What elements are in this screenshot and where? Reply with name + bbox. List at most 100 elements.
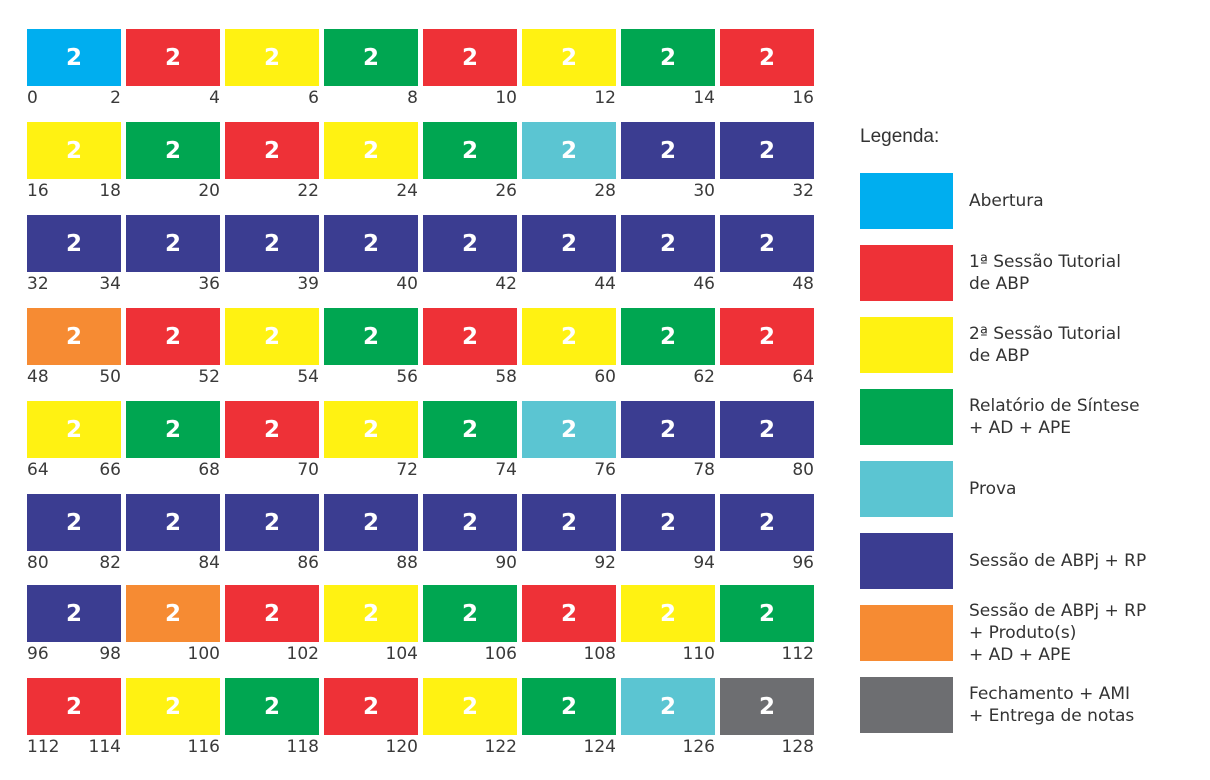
hour-tick: 102 [286, 644, 319, 664]
session-block-relatorio: 2 [423, 401, 517, 458]
session-block-st1: 2 [423, 308, 517, 365]
legend-label: 2ª Sessão Tutorial de ABP [969, 324, 1121, 366]
session-block-abertura: 2 [27, 29, 121, 86]
session-block-abpj: 2 [225, 494, 319, 551]
session-block-st1: 2 [27, 678, 121, 735]
hour-tick: 18 [99, 181, 121, 201]
hour-tick: 34 [99, 274, 121, 294]
session-block-st2: 2 [522, 29, 616, 86]
hour-tick: 118 [286, 737, 319, 757]
hour-tick: 2 [110, 88, 121, 108]
schedule-row: 2 2 2 2 2 2 2 2 16 18 20 22 24 26 28 30 32 [0, 122, 830, 202]
hour-tick-start: 32 [27, 274, 49, 294]
hour-tick: 72 [396, 460, 418, 480]
hour-tick: 48 [792, 274, 814, 294]
session-block-relatorio: 2 [423, 585, 517, 642]
legend-item-prova: Prova [860, 461, 1210, 517]
session-block-abpj: 2 [720, 401, 814, 458]
hour-tick: 80 [792, 460, 814, 480]
session-block-st1: 2 [324, 678, 418, 735]
session-block-abpj: 2 [621, 215, 715, 272]
hour-tick: 22 [297, 181, 319, 201]
hour-tick: 12 [594, 88, 616, 108]
hour-tick-start: 96 [27, 644, 49, 664]
hour-tick: 36 [198, 274, 220, 294]
hour-tick: 88 [396, 553, 418, 573]
session-block-relatorio: 2 [423, 122, 517, 179]
hour-tick-start: 48 [27, 367, 49, 387]
hour-tick: 20 [198, 181, 220, 201]
session-block-abpj: 2 [621, 401, 715, 458]
legend-label: Prova [969, 479, 1017, 499]
session-block-abpj: 2 [621, 494, 715, 551]
session-block-abpj-prod: 2 [126, 585, 220, 642]
hour-tick: 98 [99, 644, 121, 664]
hour-tick: 56 [396, 367, 418, 387]
session-block-st1: 2 [126, 29, 220, 86]
hour-tick: 28 [594, 181, 616, 201]
session-block-abpj: 2 [225, 215, 319, 272]
hour-tick: 114 [88, 737, 121, 757]
schedule-grid: 2 2 2 2 2 2 2 2 0 2 4 6 8 10 12 14 16 2 2 2 2 2 2 2 2 16 18 20 22 24 2… [0, 29, 830, 758]
hour-tick: 68 [198, 460, 220, 480]
hour-tick: 6 [308, 88, 319, 108]
session-block-relatorio: 2 [324, 29, 418, 86]
hour-tick: 52 [198, 367, 220, 387]
session-block-abpj: 2 [27, 585, 121, 642]
hour-tick: 116 [187, 737, 220, 757]
session-block-relatorio: 2 [126, 401, 220, 458]
hour-tick: 84 [198, 553, 220, 573]
legend-item-abpj-prod: Sessão de ABPj + RP + Produto(s) + AD + … [860, 601, 1210, 665]
session-block-abpj: 2 [324, 494, 418, 551]
schedule-row: 2 2 2 2 2 2 2 2 96 98 100 102 104 106 108 110 112 [0, 585, 830, 665]
hour-tick: 64 [792, 367, 814, 387]
session-block-st2: 2 [522, 308, 616, 365]
session-block-abpj: 2 [522, 494, 616, 551]
hour-tick: 110 [682, 644, 715, 664]
session-block-relatorio: 2 [720, 585, 814, 642]
hour-tick-start: 0 [27, 88, 38, 108]
hour-tick: 8 [407, 88, 418, 108]
session-block-abpj: 2 [423, 494, 517, 551]
legend-label: Sessão de ABPj + RP [969, 551, 1147, 571]
hour-tick: 50 [99, 367, 121, 387]
hour-tick-start: 80 [27, 553, 49, 573]
hour-tick: 16 [792, 88, 814, 108]
hour-tick: 32 [792, 181, 814, 201]
legend-swatch [860, 677, 953, 733]
legend-item-abertura: Abertura [860, 173, 1210, 229]
session-block-abpj: 2 [522, 215, 616, 272]
hour-tick-start: 112 [27, 737, 60, 757]
session-block-st2: 2 [27, 122, 121, 179]
schedule-row: 2 2 2 2 2 2 2 2 48 50 52 54 56 58 60 62 64 [0, 308, 830, 388]
hour-tick: 24 [396, 181, 418, 201]
hour-tick: 70 [297, 460, 319, 480]
legend-label: 1ª Sessão Tutorial de ABP [969, 252, 1121, 294]
hour-tick: 126 [682, 737, 715, 757]
session-block-prova: 2 [522, 122, 616, 179]
session-block-abpj: 2 [720, 494, 814, 551]
schedule-row: 2 2 2 2 2 2 2 2 0 2 4 6 8 10 12 14 16 [0, 29, 830, 109]
schedule-row: 2 2 2 2 2 2 2 2 64 66 68 70 72 74 76 78 80 [0, 401, 830, 481]
session-block-st1: 2 [225, 585, 319, 642]
hour-tick: 14 [693, 88, 715, 108]
legend-swatch [860, 389, 953, 445]
hour-tick: 44 [594, 274, 616, 294]
hour-tick: 86 [297, 553, 319, 573]
schedule-row: 2 2 2 2 2 2 2 2 112 114 116 118 120 122 124 126 128 [0, 678, 830, 758]
session-block-prova: 2 [522, 401, 616, 458]
session-block-st1: 2 [423, 29, 517, 86]
hour-tick: 60 [594, 367, 616, 387]
session-block-abpj: 2 [126, 494, 220, 551]
session-block-st2: 2 [225, 308, 319, 365]
hour-tick: 94 [693, 553, 715, 573]
hour-tick: 104 [385, 644, 418, 664]
hour-tick: 30 [693, 181, 715, 201]
hour-tick: 82 [99, 553, 121, 573]
hour-tick-start: 64 [27, 460, 49, 480]
session-block-abpj: 2 [27, 494, 121, 551]
session-block-st1: 2 [126, 308, 220, 365]
session-block-st1: 2 [225, 122, 319, 179]
session-block-relatorio: 2 [126, 122, 220, 179]
hour-tick: 39 [297, 274, 319, 294]
